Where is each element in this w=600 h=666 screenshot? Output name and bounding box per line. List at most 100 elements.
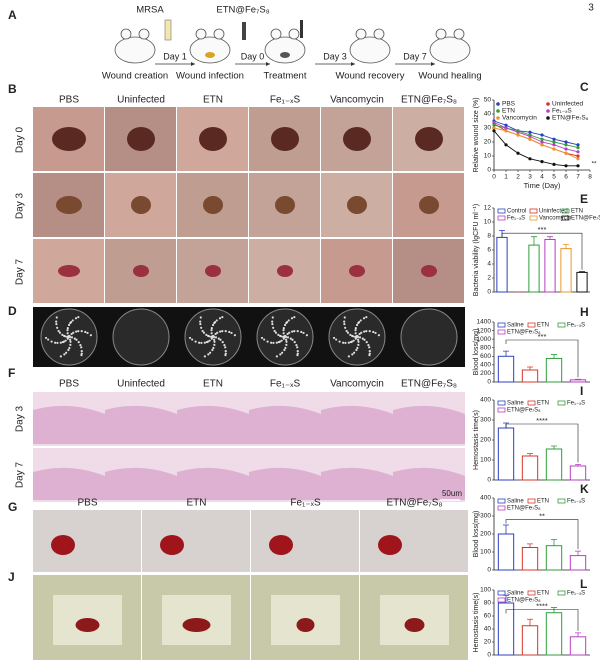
colony <box>357 343 360 346</box>
annotation: **** <box>536 416 548 425</box>
colony <box>271 320 274 323</box>
point <box>564 164 568 168</box>
colony <box>353 335 357 338</box>
colony <box>354 326 357 330</box>
column-header: Vancomycin <box>330 95 384 106</box>
legend-marker <box>497 215 506 221</box>
colony <box>58 331 62 334</box>
point <box>540 133 544 137</box>
colony <box>352 339 355 342</box>
error-bar <box>527 453 533 456</box>
wound <box>271 127 299 151</box>
arrow-head <box>351 62 355 66</box>
label: 3 <box>588 3 594 14</box>
colony <box>286 336 290 339</box>
bar <box>569 555 587 571</box>
colony <box>202 331 206 334</box>
colony <box>224 330 227 333</box>
legend-label: ETN <box>537 499 549 505</box>
colony <box>77 315 80 319</box>
colony <box>44 336 48 340</box>
point <box>552 137 556 141</box>
colony <box>61 340 64 344</box>
wound <box>205 265 221 277</box>
colony <box>201 329 204 333</box>
legend-label: Fe₁₋ₓS <box>567 591 585 597</box>
colony <box>279 334 282 337</box>
point <box>564 147 568 151</box>
colony <box>355 348 358 352</box>
colony <box>203 341 206 344</box>
stage-label: Treatment <box>264 71 307 82</box>
wound <box>52 127 86 151</box>
wound <box>133 265 149 277</box>
mouse-ear <box>213 28 225 40</box>
colony <box>362 317 366 320</box>
significance-bracket <box>505 519 579 550</box>
error-bar <box>575 378 581 380</box>
colony <box>293 341 296 344</box>
colony <box>343 320 346 323</box>
point <box>552 140 556 144</box>
legend-marker <box>497 400 506 406</box>
annotation: **** <box>536 601 548 610</box>
bar <box>569 379 587 383</box>
colony <box>57 329 60 333</box>
colony <box>74 317 78 320</box>
colony <box>361 337 364 340</box>
y-tick-label: 200 <box>480 370 491 377</box>
colony <box>305 334 309 337</box>
colony <box>86 331 89 335</box>
panel-label: J <box>8 570 15 584</box>
tissue <box>33 405 105 444</box>
point <box>516 130 520 134</box>
y-tick-label: 2 <box>487 275 491 282</box>
point <box>504 143 508 147</box>
colony <box>200 326 203 329</box>
colony <box>286 321 289 324</box>
point <box>576 164 580 168</box>
colony <box>357 338 360 341</box>
blood <box>296 618 315 632</box>
wound <box>280 52 290 58</box>
colony <box>293 329 296 333</box>
colony <box>345 329 348 333</box>
point <box>504 123 508 127</box>
point <box>576 143 580 147</box>
column-header: Fe₁₋ₓS <box>290 498 321 509</box>
line <box>493 130 578 167</box>
y-tick-label: 0 <box>487 567 491 574</box>
colony <box>72 331 75 334</box>
colony <box>283 323 287 327</box>
column-header: Uninfected <box>117 95 165 106</box>
liver-photo <box>142 510 250 572</box>
legend-label: Vancomycin <box>539 216 571 222</box>
error-bar <box>579 271 585 273</box>
y-tick-label: 4 <box>487 261 491 268</box>
colony <box>224 349 227 353</box>
colony <box>66 326 69 330</box>
legend-marker <box>529 208 538 214</box>
colony <box>55 316 58 319</box>
x-tick-label: 2 <box>516 174 520 181</box>
wound <box>421 265 437 277</box>
liver <box>269 535 293 555</box>
legend-label: Vancomycin <box>502 115 537 122</box>
colony <box>63 334 66 337</box>
colony <box>210 326 213 330</box>
point <box>564 151 568 155</box>
liver-photo <box>360 510 468 572</box>
legend-label: Uninfected <box>552 101 583 108</box>
colony <box>354 332 357 335</box>
legend-label: ETN@Fe₇S₈ <box>507 330 541 336</box>
colony <box>223 344 226 347</box>
line <box>493 121 579 153</box>
legend-marker <box>546 116 550 120</box>
bar <box>545 448 563 481</box>
liver-photo <box>33 510 141 572</box>
colony <box>210 337 213 340</box>
y-tick-label: 1400 <box>477 319 492 326</box>
colony <box>214 336 218 339</box>
legend-marker <box>527 322 536 328</box>
legend-marker <box>557 322 566 328</box>
